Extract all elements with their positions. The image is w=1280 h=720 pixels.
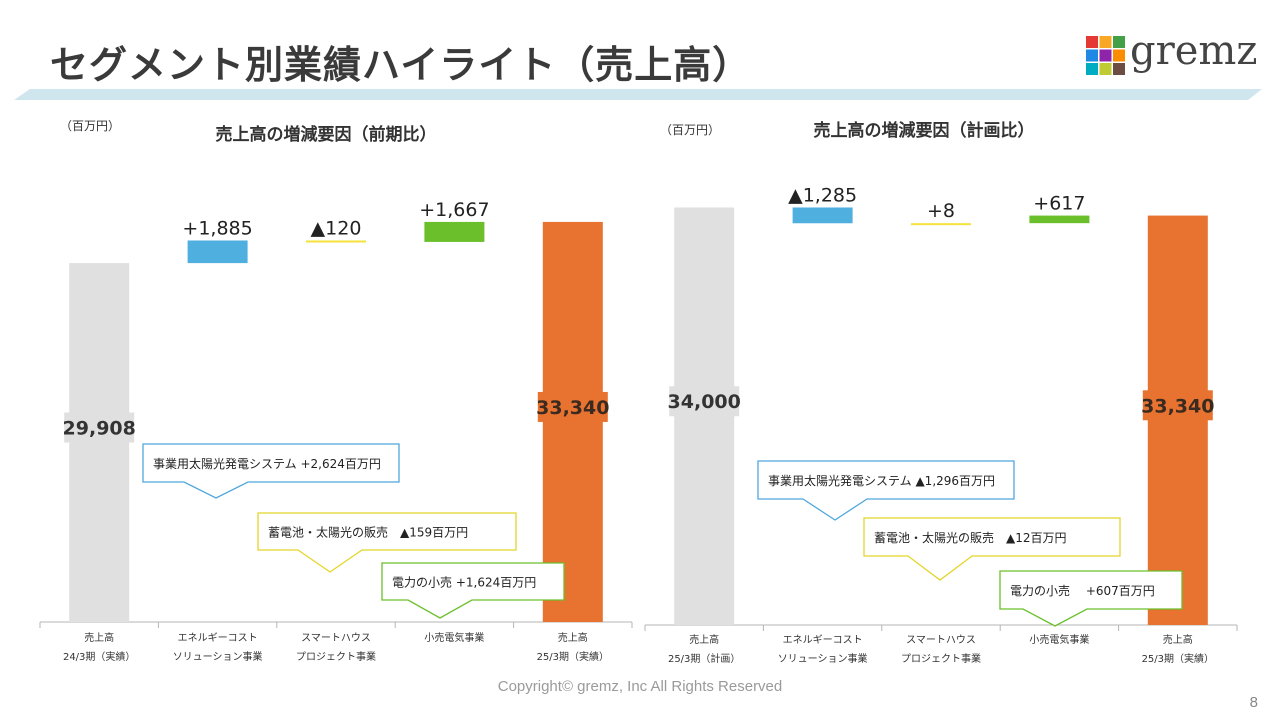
callout-box [142, 443, 400, 499]
chart-title: 売上高の増減要因（前期比） [216, 124, 437, 145]
total-bar [542, 221, 603, 623]
category-label: 25/3期（計画） [668, 652, 740, 665]
data-label: +1,667 [419, 199, 489, 221]
category-label: 売上高 [689, 633, 719, 646]
data-label: +1,885 [182, 217, 252, 239]
category-label: 売上高 [558, 631, 588, 644]
delta-bar [306, 240, 366, 243]
category-label: 24/3期（実績） [63, 650, 135, 663]
unit-label: （百万円） [660, 123, 720, 137]
category-label: ソリューション事業 [173, 650, 263, 663]
category-label: 25/3期（実績） [1142, 652, 1214, 665]
callout-text: 事業用太陽光発電システム +2,624百万円 [153, 456, 381, 471]
logo-square [1086, 36, 1098, 48]
callout-box [381, 562, 565, 619]
data-label: ▲1,285 [788, 184, 857, 206]
logo-square [1086, 49, 1098, 62]
category-label: プロジェクト事業 [901, 652, 981, 665]
delta-bar [911, 223, 971, 226]
waterfall-chart-1: 売上高の増減要因（前期比） （百万円） 売上高 24/3期（実績） エネルギーコストソリ… [39, 119, 633, 663]
category-label: 小売電気事業 [424, 631, 484, 644]
logo-square [1099, 36, 1112, 48]
brand-logo: gremz [1086, 28, 1257, 82]
unit-label: （百万円） [60, 119, 120, 133]
page-number: 8 [1249, 694, 1258, 711]
callout-box [257, 512, 517, 573]
data-label: +617 [1033, 193, 1085, 215]
delta-bar [424, 221, 485, 242]
data-label: 33,340 [536, 397, 609, 419]
chart-title: 売上高の増減要因（計画比） [814, 120, 1035, 141]
category-label: ソリューション事業 [778, 652, 868, 665]
logo-square [1099, 63, 1112, 75]
delta-bar [1029, 215, 1090, 224]
logo-square [1113, 63, 1125, 75]
category-label: 小売電気事業 [1029, 633, 1089, 646]
callout-text: 電力の小売 +1,624百万円 [392, 575, 536, 590]
category-label: 25/3期（実績） [537, 650, 609, 663]
logo-square [1099, 49, 1112, 62]
copyright-footer: Copyright© gremz, Inc All Rights Reserve… [497, 678, 783, 695]
logo-square [1086, 63, 1098, 75]
category-label: スマートハウス [301, 632, 371, 644]
data-label: ▲120 [311, 217, 362, 239]
callout-text: 電力の小売 +607百万円 [1010, 583, 1155, 598]
data-label: 29,908 [63, 418, 136, 440]
logo-grid-icon [1086, 36, 1125, 75]
logo-text: gremz [1130, 28, 1258, 74]
data-label: 34,000 [668, 391, 741, 413]
header-divider [14, 89, 1262, 100]
data-label-background [1142, 390, 1213, 421]
category-label: エネルギーコスト [178, 632, 258, 644]
callout-text: 蓄電池・太陽光の販売 ▲159百万円 [268, 525, 468, 540]
category-label: スマートハウス [906, 634, 976, 646]
callout-box [757, 460, 1015, 521]
data-label: +8 [927, 200, 955, 222]
page-title: セグメント別業績ハイライト（売上高） [50, 43, 752, 87]
callout-text: 事業用太陽光発電システム ▲1,296百万円 [768, 473, 995, 488]
delta-bar [187, 240, 248, 264]
waterfall-chart-2: 売上高の増減要因（計画比） （百万円） 売上高 25/3期（計画） エネルギーコストソリ… [644, 120, 1238, 665]
logo-square [1113, 49, 1125, 62]
category-label: 売上高 [1163, 633, 1193, 646]
category-label: プロジェクト事業 [296, 650, 376, 663]
data-label-background [64, 412, 135, 443]
category-label: エネルギーコスト [783, 634, 863, 646]
callout-box [999, 570, 1183, 627]
callout-box [863, 517, 1121, 581]
callout-text: 蓄電池・太陽光の販売 ▲12百万円 [874, 530, 1067, 545]
category-label: 売上高 [84, 631, 114, 644]
data-label-background [669, 386, 740, 417]
logo-square [1113, 36, 1125, 48]
delta-bar [792, 207, 853, 224]
total-bar [1147, 215, 1208, 626]
data-label: 33,340 [1141, 395, 1214, 417]
data-label-background [537, 391, 608, 422]
